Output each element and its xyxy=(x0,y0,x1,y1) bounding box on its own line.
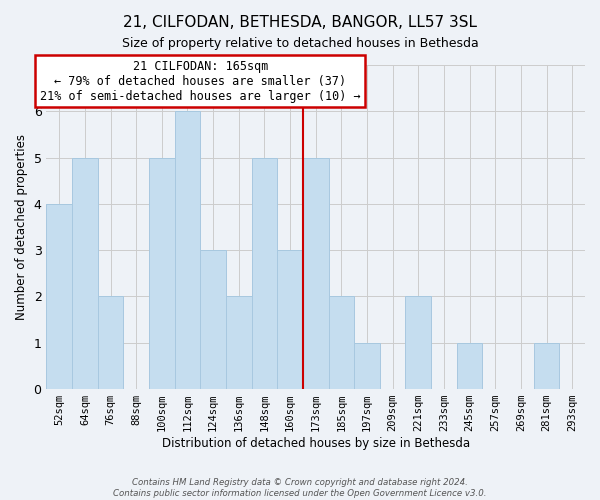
Bar xyxy=(226,296,251,389)
Bar xyxy=(329,296,354,389)
Bar xyxy=(277,250,303,389)
Bar xyxy=(98,296,124,389)
Text: Size of property relative to detached houses in Bethesda: Size of property relative to detached ho… xyxy=(122,38,478,51)
Bar xyxy=(457,343,482,389)
Bar xyxy=(149,158,175,389)
Bar xyxy=(251,158,277,389)
Y-axis label: Number of detached properties: Number of detached properties xyxy=(15,134,28,320)
Bar xyxy=(72,158,98,389)
X-axis label: Distribution of detached houses by size in Bethesda: Distribution of detached houses by size … xyxy=(161,437,470,450)
Text: 21, CILFODAN, BETHESDA, BANGOR, LL57 3SL: 21, CILFODAN, BETHESDA, BANGOR, LL57 3SL xyxy=(123,15,477,30)
Text: Contains HM Land Registry data © Crown copyright and database right 2024.
Contai: Contains HM Land Registry data © Crown c… xyxy=(113,478,487,498)
Text: 21 CILFODAN: 165sqm
← 79% of detached houses are smaller (37)
21% of semi-detach: 21 CILFODAN: 165sqm ← 79% of detached ho… xyxy=(40,60,361,102)
Bar xyxy=(354,343,380,389)
Bar xyxy=(303,158,329,389)
Bar xyxy=(534,343,559,389)
Bar xyxy=(200,250,226,389)
Bar xyxy=(406,296,431,389)
Bar xyxy=(46,204,72,389)
Bar xyxy=(175,112,200,389)
